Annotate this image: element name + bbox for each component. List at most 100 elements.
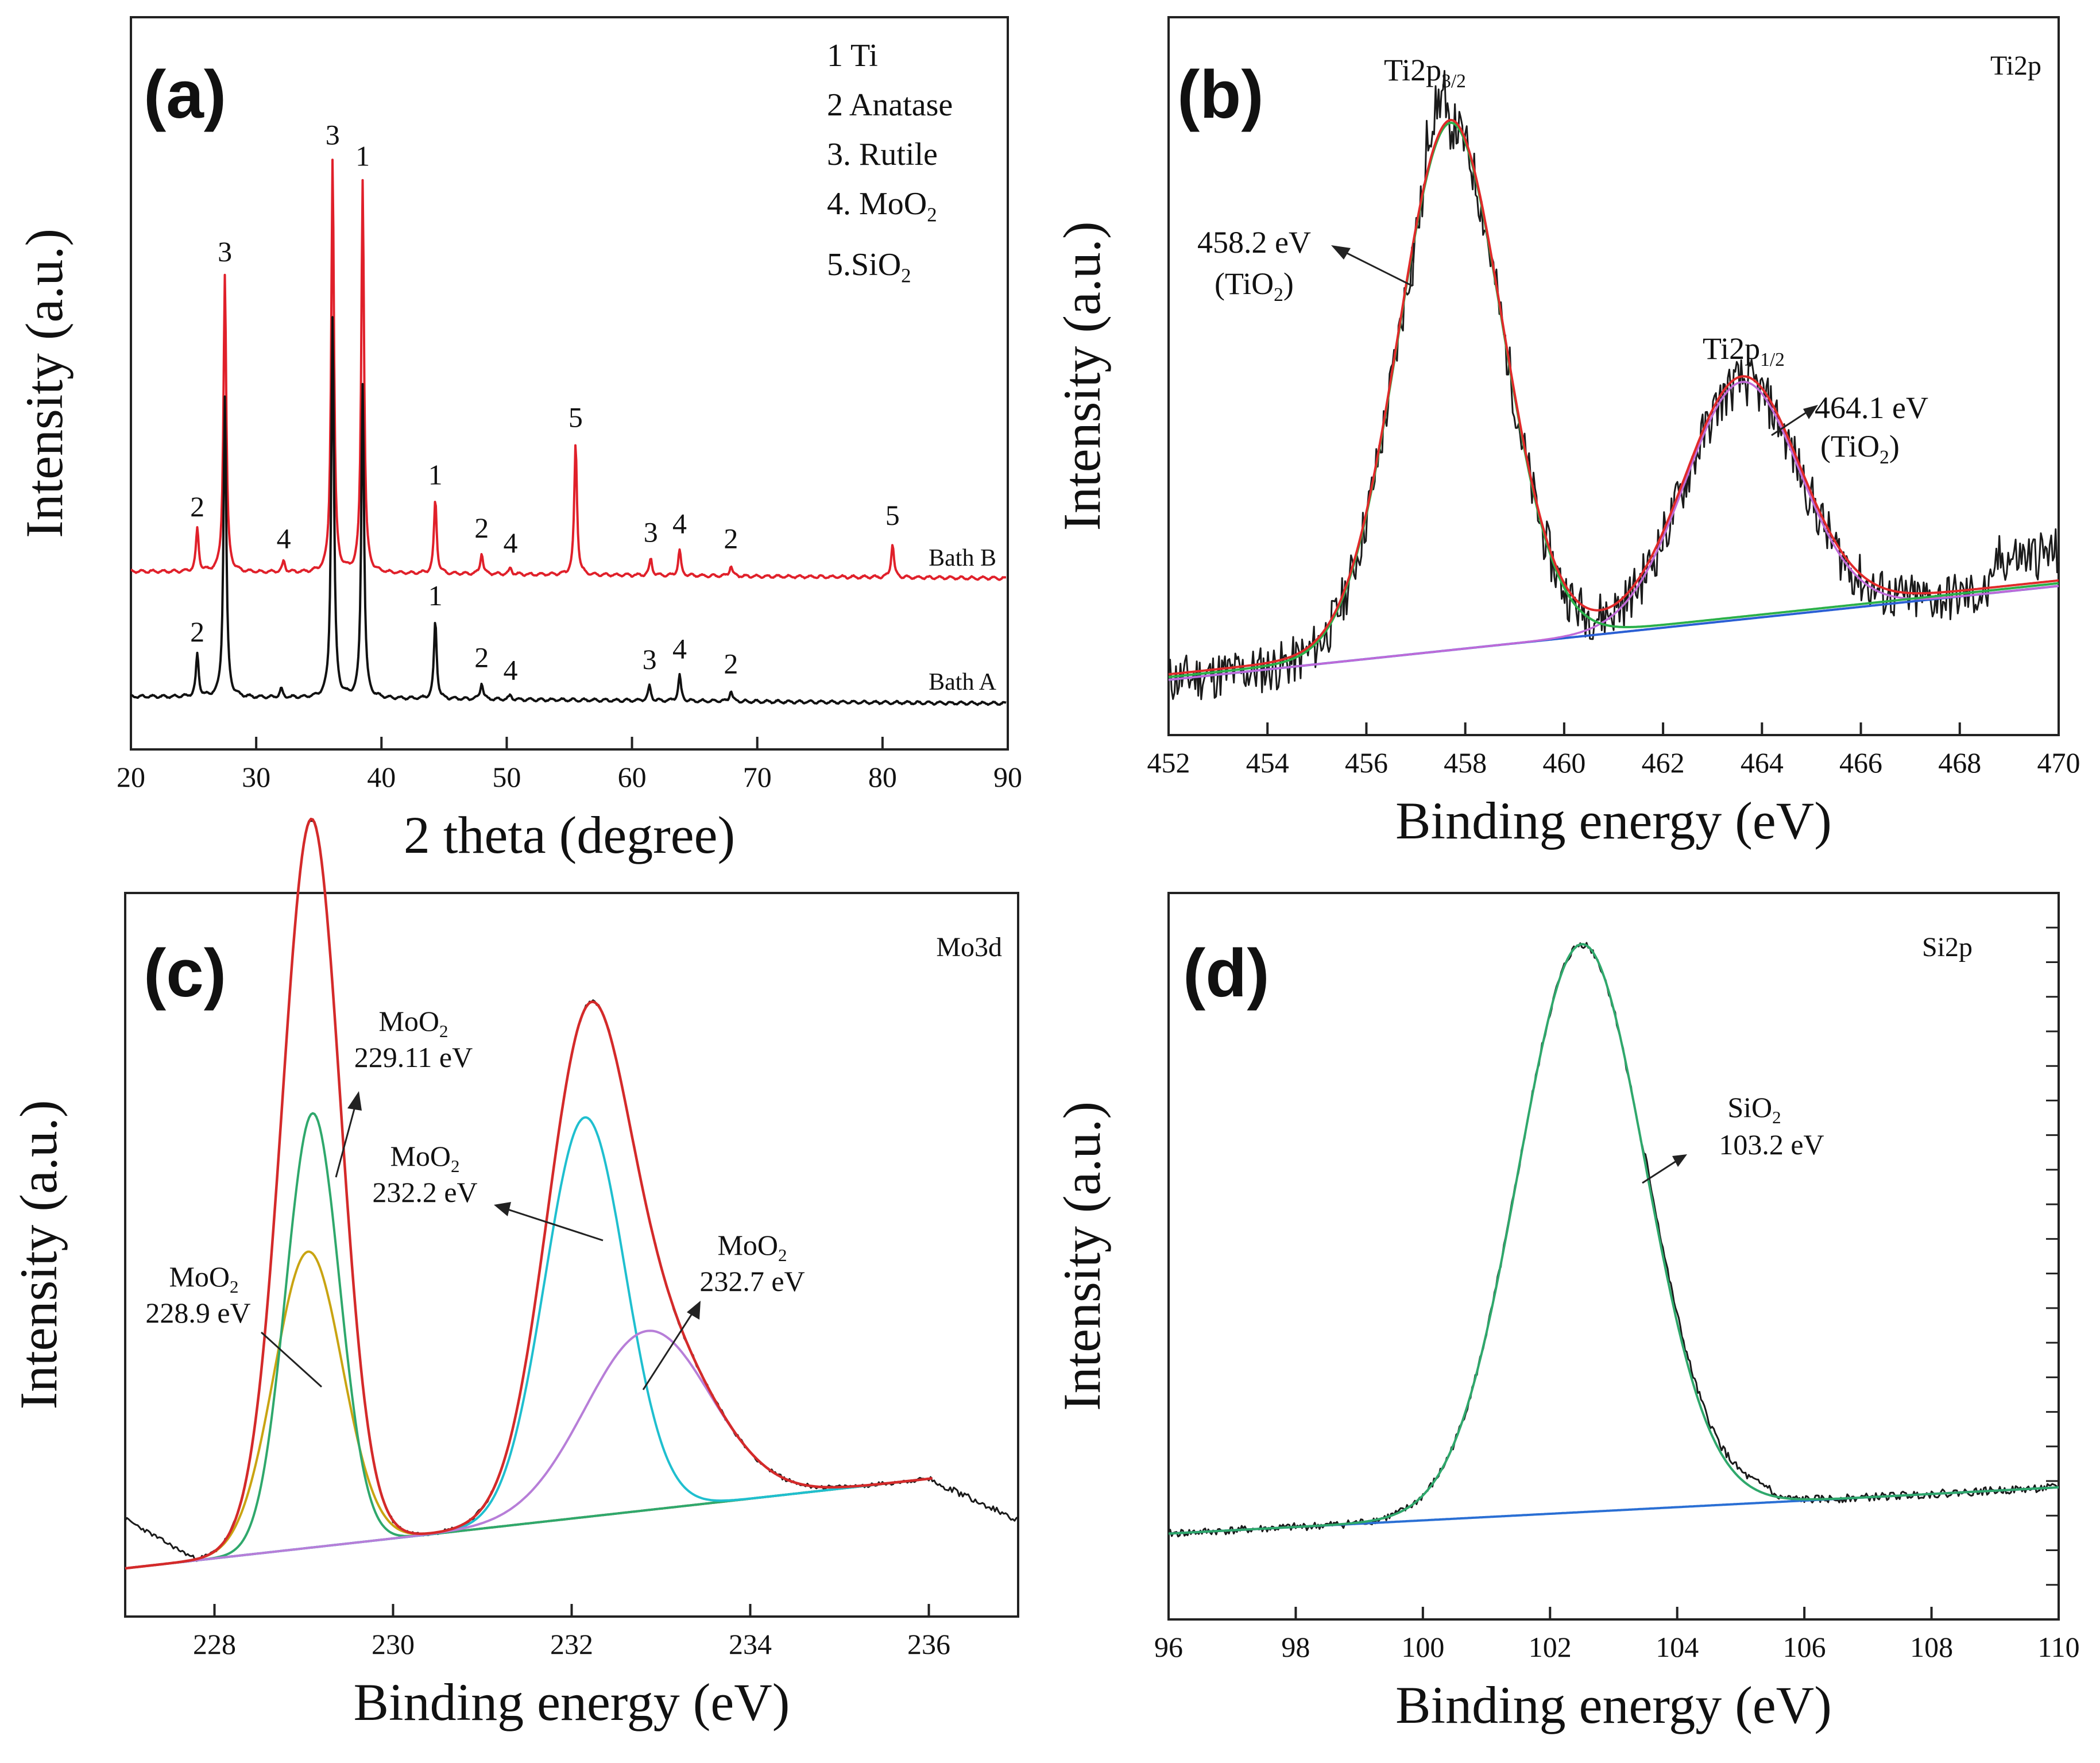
- peak-label: 3: [643, 643, 657, 675]
- peak-annotation-text: (TiO: [1820, 429, 1879, 463]
- fit-component-line: [1168, 943, 2059, 1535]
- corner-label: Si2p: [1922, 932, 1973, 962]
- x-tick-label: 460: [1542, 747, 1585, 779]
- envelope-line: [125, 817, 933, 1570]
- legend-entry-text: 3. Rutile: [827, 137, 938, 172]
- x-tick-label: 458: [1444, 747, 1487, 779]
- peak-annotation-text: 464.1 eV: [1815, 391, 1928, 425]
- peak-annotation: Ti2p1/2: [1703, 331, 1785, 370]
- peak-label: 5: [568, 401, 583, 434]
- corner-label: Ti2p: [1990, 51, 2041, 81]
- x-tick-label: 40: [367, 761, 396, 793]
- peak-annotation-text: 232.2 eV: [372, 1176, 477, 1208]
- peak-label: 3: [218, 235, 232, 268]
- peak-annotation-text-post: ): [1283, 266, 1294, 301]
- panel-label: (a): [144, 57, 226, 133]
- annotation-arrow: [1771, 408, 1812, 436]
- legend-entry: 1 Ti: [827, 38, 878, 74]
- legend-entry: 5.SiO2: [827, 247, 911, 287]
- arrow-head: [1672, 1154, 1687, 1167]
- peak-annotation: MoO2: [378, 1005, 448, 1041]
- peak-label: 2: [474, 641, 489, 673]
- annotation-arrow: [335, 1102, 357, 1178]
- peak-annotation-subscript: 2: [1274, 284, 1283, 306]
- peak-annotation-text: MoO: [717, 1229, 778, 1261]
- x-tick-label: 102: [1529, 1631, 1572, 1663]
- peak-annotation: (TiO2): [1215, 266, 1294, 306]
- peak-annotation-subscript: 2: [1772, 1107, 1781, 1127]
- annotation-arrow: [1411, 242, 1415, 287]
- legend-entry: 3. Rutile: [827, 137, 938, 172]
- envelope-line: [1168, 119, 2059, 676]
- x-tick-label: 50: [492, 761, 521, 793]
- annotation-arrow: [1642, 1158, 1680, 1184]
- peak-label: 2: [190, 490, 204, 523]
- peak-annotation-text: 228.9 eV: [145, 1297, 250, 1329]
- peak-annotation-subscript: 3/2: [1441, 71, 1466, 92]
- x-axis-label: Binding energy (eV): [1395, 791, 1832, 850]
- peak-annotation-subscript: 2: [230, 1277, 239, 1297]
- panel-label: (b): [1177, 57, 1264, 133]
- peak-annotation-text-post: ): [1889, 429, 1900, 463]
- x-tick-label: 464: [1741, 747, 1784, 779]
- fit-component-line: [1168, 381, 2059, 681]
- x-tick-label: 80: [868, 761, 897, 793]
- legend-entry-text: 2 Anatase: [827, 87, 953, 123]
- legend-entry: 2 Anatase: [827, 87, 953, 123]
- peak-annotation: (TiO2): [1820, 429, 1900, 468]
- peak-annotation-text: 458.2 eV: [1197, 225, 1311, 260]
- peak-label: 3: [644, 516, 658, 548]
- peak-label: 4: [503, 527, 517, 559]
- legend-entry-subscript: 2: [927, 203, 937, 226]
- annotation-arrow: [1337, 248, 1413, 287]
- peak-annotation-text: (TiO: [1215, 266, 1274, 301]
- legend-entry-text: 5.SiO: [827, 247, 901, 283]
- peak-annotation-text: Ti2p: [1384, 53, 1441, 87]
- peak-annotation: MoO2: [390, 1140, 459, 1176]
- peak-annotation: 458.2 eV: [1197, 225, 1311, 260]
- y-axis-label: Intensity (a.u.): [1053, 221, 1111, 531]
- plot-frame: [124, 892, 1019, 1618]
- x-axis-label: 2 theta (degree): [404, 806, 735, 864]
- annotation-arrow: [502, 1207, 604, 1242]
- x-tick-label: 60: [618, 761, 647, 793]
- x-tick-label: 452: [1147, 747, 1190, 779]
- x-tick-label: 110: [2037, 1631, 2079, 1663]
- x-axis-label: Binding energy (eV): [1395, 1676, 1832, 1734]
- peak-annotation-subscript: 2: [451, 1156, 460, 1176]
- x-tick-label: 30: [242, 761, 270, 793]
- x-tick-label: 236: [907, 1628, 950, 1660]
- arrow-head: [687, 1301, 701, 1320]
- legend-entry-text: 1 Ti: [827, 38, 878, 74]
- raw-data-line: [1168, 942, 2060, 1538]
- series-line-bath-a: [130, 316, 1007, 706]
- peak-label: 4: [503, 654, 517, 686]
- series-line-bath-b: [130, 158, 1007, 581]
- x-tick-label: 232: [550, 1628, 593, 1660]
- x-tick-label: 108: [1910, 1631, 1953, 1663]
- peak-annotation-text: 229.11 eV: [354, 1041, 473, 1073]
- peak-annotation: 464.1 eV: [1815, 391, 1928, 425]
- annotation-arrow: [260, 1331, 323, 1388]
- x-tick-label: 468: [1938, 747, 1981, 779]
- peak-annotation-subscript: 1/2: [1760, 349, 1785, 370]
- x-tick-label: 70: [743, 761, 772, 793]
- raw-data-line: [1167, 69, 2060, 701]
- arrow-head: [1331, 245, 1351, 260]
- peak-label: 5: [885, 499, 900, 531]
- peak-annotation-text: MoO: [390, 1140, 451, 1172]
- peak-annotation-text: Ti2p: [1703, 331, 1760, 366]
- x-axis-label: Binding energy (eV): [354, 1673, 790, 1731]
- x-tick-label: 106: [1783, 1631, 1826, 1663]
- legend-entry-subscript: 2: [901, 264, 911, 287]
- panel-label: (c): [144, 935, 226, 1011]
- peak-label: 2: [474, 512, 489, 544]
- plot-frame: [1167, 16, 2060, 736]
- peak-annotation: Ti2p3/2: [1384, 53, 1466, 92]
- x-tick-label: 20: [117, 761, 145, 793]
- peak-label: 3: [326, 119, 340, 151]
- x-tick-label: 456: [1345, 747, 1388, 779]
- annotation-arrow: [642, 1309, 696, 1390]
- peak-annotation: 232.2 eV: [372, 1176, 477, 1208]
